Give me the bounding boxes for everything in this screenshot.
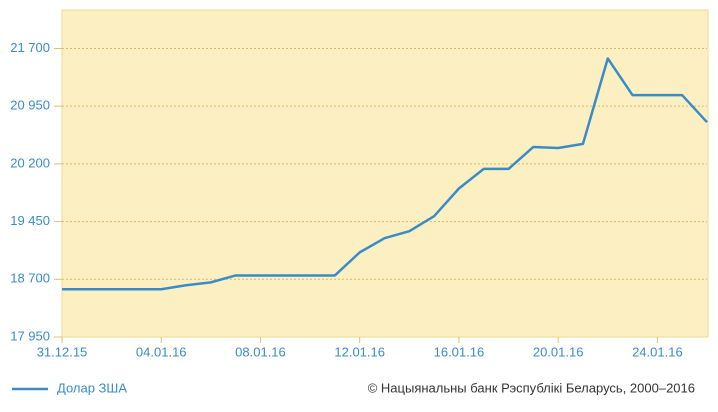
x-tick-label: 24.01.16 [632,344,683,359]
copyright: © Нацыянальны банк Рэспублікі Беларусь, … [368,380,695,395]
x-tick-label: 04.01.16 [136,344,187,359]
x-tick-label: 12.01.16 [334,344,385,359]
data-line [62,57,708,291]
legend-label: Долар ЗША [57,380,127,395]
x-tick-label: 16.01.16 [434,344,485,359]
y-tick-label: 17 950 [10,328,50,343]
x-tick-label: 20.01.16 [533,344,584,359]
y-tick-label: 19 450 [10,213,50,228]
x-tick-label: 31.12.15 [37,344,88,359]
x-tick-label: 08.01.16 [235,344,286,359]
y-tick-label: 20 200 [10,155,50,170]
plot-area [61,9,709,338]
y-tick-label: 18 700 [10,271,50,286]
y-tick-label: 21 700 [10,40,50,55]
y-tick-label: 20 950 [10,98,50,113]
